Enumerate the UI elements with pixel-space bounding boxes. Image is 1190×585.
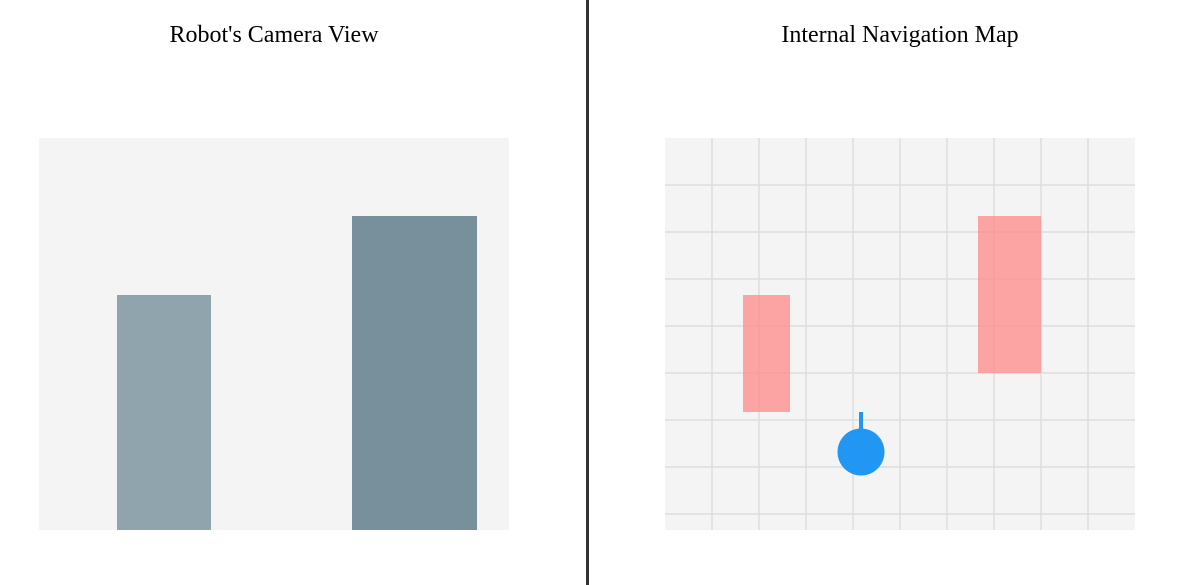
panel-divider [586,0,589,585]
robot-icon [837,428,885,476]
navigation-map [665,138,1135,530]
camera-view [39,138,509,530]
camera-obstacle-left [117,295,211,530]
navigation-map-canvas [665,138,1135,530]
robot-heading-indicator [859,412,863,430]
navigation-map-title: Internal Navigation Map [781,22,1019,48]
camera-view-title: Robot's Camera View [169,22,379,48]
map-grid [665,138,1135,530]
map-obstacle-left [743,295,790,412]
camera-obstacle-right [352,216,477,530]
map-obstacle-right [978,216,1041,373]
robot-marker [837,412,885,476]
